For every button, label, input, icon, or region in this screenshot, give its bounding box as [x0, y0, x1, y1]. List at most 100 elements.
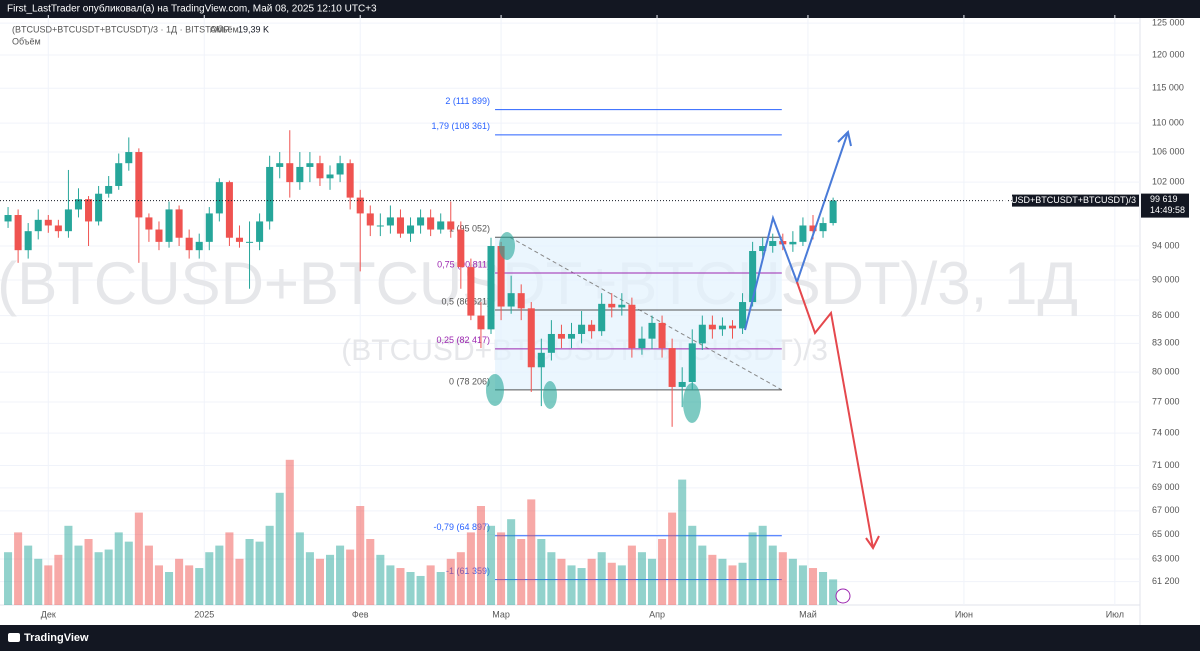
- candle-body: [759, 246, 767, 252]
- volume-bar: [104, 549, 113, 605]
- candle-body: [718, 325, 726, 330]
- volume-bar: [829, 579, 838, 605]
- volume-bar: [245, 539, 254, 605]
- candle-body: [477, 315, 485, 330]
- candle-body: [235, 237, 243, 242]
- candle-body: [215, 182, 223, 214]
- y-tick-label: 80 000: [1152, 367, 1180, 377]
- volume-bar: [527, 499, 536, 605]
- fib-trend: [509, 236, 783, 391]
- candle-body: [366, 213, 374, 226]
- candle-body: [316, 163, 324, 179]
- candle-body: [668, 348, 676, 387]
- candle-body: [135, 152, 143, 218]
- highlight: [683, 383, 701, 423]
- candle-body: [386, 217, 394, 226]
- candle-body: [417, 217, 425, 226]
- highlight: [486, 374, 504, 406]
- candle-body: [4, 215, 12, 222]
- footer-bar: [0, 625, 1200, 651]
- x-tick-label: Июн: [955, 609, 973, 619]
- volume-bar: [175, 558, 184, 605]
- candle-body: [457, 229, 465, 268]
- candle-body: [286, 163, 294, 183]
- candle-body: [628, 304, 636, 349]
- volume-bar: [336, 545, 345, 605]
- volume-bar: [144, 545, 153, 605]
- y-tick-label: 61 200: [1152, 576, 1180, 586]
- candle-body: [547, 333, 555, 353]
- volume-bar: [24, 545, 33, 605]
- y-tick-label: 86 000: [1152, 310, 1180, 320]
- volume-bar: [265, 525, 274, 605]
- y-tick-label: 77 000: [1152, 396, 1180, 406]
- volume-bar: [426, 565, 435, 605]
- candle-body: [14, 215, 22, 251]
- candle-body: [829, 200, 837, 224]
- arrow-head: [837, 129, 852, 147]
- volume-bar: [34, 558, 43, 605]
- candle-body: [24, 231, 32, 251]
- candle-body: [246, 241, 254, 243]
- y-tick-label: 110 000: [1152, 117, 1184, 127]
- candle-body: [467, 267, 475, 316]
- volume-bar: [808, 568, 818, 605]
- countdown: 14:49:58: [1150, 205, 1185, 215]
- volume-bar: [466, 532, 475, 605]
- y-tick-label: 120 000: [1152, 49, 1185, 59]
- candle-body: [165, 209, 173, 242]
- volume-bar: [476, 506, 485, 605]
- y-tick-label: 63 000: [1152, 553, 1180, 563]
- candle-body: [658, 322, 666, 349]
- candle-body: [437, 221, 445, 230]
- y-tick-label: 74 000: [1152, 427, 1180, 437]
- axes: 125 000 120 000 115 000 110 000 106 000 102 0…: [0, 17, 1189, 619]
- x-tick-label: 2025: [194, 609, 214, 619]
- volume-bar: [627, 545, 636, 605]
- y-tick-label: 115 000: [1152, 83, 1184, 93]
- candle-body: [85, 199, 93, 222]
- candle-body: [406, 225, 415, 234]
- candle-body: [95, 193, 103, 222]
- candle-body: [447, 221, 455, 230]
- volume-bar: [748, 532, 757, 605]
- volume-bar: [225, 532, 234, 605]
- volume-pane: [4, 459, 838, 605]
- volume-bar: [215, 545, 224, 605]
- volume-bar: [819, 572, 828, 605]
- volume-bar: [688, 525, 697, 605]
- fib-label: 1 (95 052): [449, 224, 490, 234]
- volume-bar: [346, 549, 355, 605]
- candles: [4, 130, 837, 427]
- x-tick-label: Июл: [1106, 609, 1124, 619]
- volume-bar: [195, 568, 204, 605]
- y-tick-label: 94 000: [1152, 240, 1180, 250]
- candle-body: [145, 217, 153, 230]
- volume-bar: [486, 525, 496, 605]
- candle-body: [638, 338, 646, 349]
- candle-body: [567, 333, 576, 339]
- candle-body: [789, 241, 797, 245]
- volume-bar: [406, 572, 415, 605]
- volume-bar: [557, 558, 566, 605]
- volume-bar: [205, 552, 214, 605]
- volume-bar: [4, 552, 13, 605]
- volume-bar: [768, 545, 777, 605]
- price-tag: (BTCUSD+BTCUSDT+BTCUSDT)/3: [990, 195, 1136, 205]
- candle-body: [54, 225, 62, 232]
- x-tick-label: Мар: [492, 609, 510, 619]
- candle-body: [326, 174, 334, 179]
- candle-body: [588, 324, 596, 332]
- volume-bar: [14, 532, 23, 605]
- candle-body: [336, 163, 344, 175]
- volume-bar: [315, 558, 324, 605]
- candle-body: [296, 166, 304, 183]
- volume-bar: [778, 552, 787, 605]
- candle-body: [497, 246, 505, 307]
- candle-body: [487, 246, 495, 330]
- candle-body: [346, 163, 354, 198]
- candle-body: [175, 209, 183, 238]
- x-tick-label: Фев: [352, 609, 369, 619]
